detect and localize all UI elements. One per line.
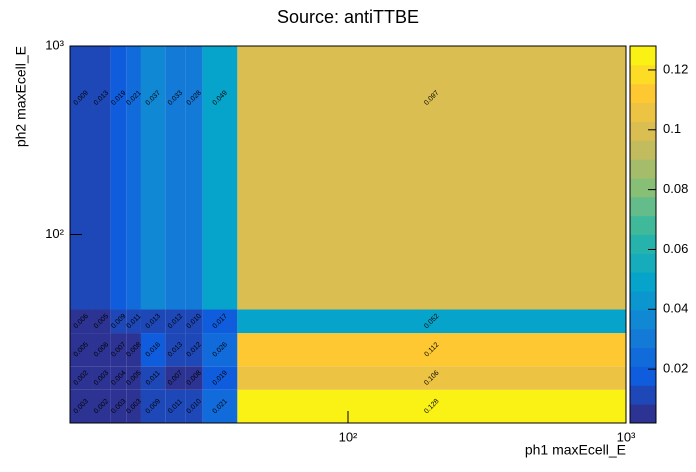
cell — [110, 389, 127, 423]
z-tick-label: 0.04 — [663, 301, 688, 316]
palette-band — [630, 328, 656, 349]
cell — [126, 309, 141, 334]
cell — [126, 389, 141, 423]
cell — [237, 46, 626, 310]
cell — [70, 389, 93, 423]
z-tick-label: 0.06 — [663, 241, 688, 256]
palette-band — [630, 366, 656, 386]
cell — [92, 389, 111, 423]
palette-band — [630, 404, 656, 424]
x-axis-label: ph1 maxEcell_E — [525, 442, 626, 458]
y-axis-label: ph2 maxEcell_E — [13, 46, 29, 147]
cells — [70, 46, 626, 423]
cell — [185, 46, 203, 310]
palette-band — [630, 253, 656, 273]
palette-band — [630, 309, 656, 330]
cell — [126, 333, 141, 367]
cell — [110, 309, 127, 334]
palette-band — [630, 102, 656, 122]
cell — [185, 309, 203, 334]
palette-band — [630, 64, 656, 85]
palette-band — [630, 272, 656, 292]
cell — [202, 309, 238, 334]
cell — [202, 46, 238, 310]
cell — [202, 366, 238, 390]
palette-band — [630, 215, 656, 235]
cell — [165, 309, 186, 334]
cell — [140, 366, 166, 390]
cell — [70, 46, 93, 310]
cell — [140, 389, 166, 423]
cell — [110, 366, 127, 390]
z-tick-label: 0.12 — [663, 61, 688, 76]
cell — [70, 366, 93, 390]
cell — [92, 366, 111, 390]
z-tick-label: 0.08 — [663, 181, 688, 196]
palette-band — [630, 121, 656, 141]
cell — [237, 333, 626, 367]
x-tick-label: 10³ — [617, 429, 636, 444]
cell — [92, 333, 111, 367]
cell — [126, 46, 141, 310]
cell — [126, 366, 141, 390]
cell — [110, 333, 127, 367]
cell — [140, 46, 166, 310]
cell — [185, 389, 203, 423]
palette-band — [630, 46, 656, 66]
cell — [237, 389, 626, 423]
cell — [165, 389, 186, 423]
z-tick-label: 0.02 — [663, 361, 688, 376]
cell — [165, 46, 186, 310]
x-tick-label: 10² — [339, 429, 358, 444]
cell — [237, 366, 626, 390]
cell — [92, 309, 111, 334]
cell — [202, 389, 238, 423]
cell — [70, 309, 93, 334]
palette-band — [630, 347, 656, 367]
palette-band — [630, 385, 656, 405]
cell — [110, 46, 127, 310]
cell — [165, 333, 186, 367]
chart-title: Source: antiTTBE — [277, 7, 419, 27]
cell — [202, 333, 238, 367]
cell — [185, 366, 203, 390]
y-tick-label: 10² — [45, 226, 64, 241]
palette-frame — [629, 45, 657, 424]
cell — [237, 309, 626, 334]
palette-band — [630, 291, 656, 311]
cell — [92, 46, 111, 310]
palette-band — [630, 234, 656, 254]
z-tick-label: 0.1 — [663, 121, 681, 136]
y-tick-label: 10³ — [45, 37, 64, 52]
palette-band — [630, 177, 656, 198]
palette-band — [630, 140, 656, 160]
cell — [185, 333, 203, 367]
cell — [140, 333, 166, 367]
palette-band — [630, 159, 656, 179]
cell — [165, 366, 186, 390]
cell — [140, 309, 166, 334]
palette-band — [630, 196, 656, 217]
axes: 10² 10³ 10² 10³ 0.02 0.04 0.06 0.08 0.1 0.12 — [45, 37, 688, 444]
palette-band — [630, 83, 656, 104]
cell — [70, 333, 93, 367]
